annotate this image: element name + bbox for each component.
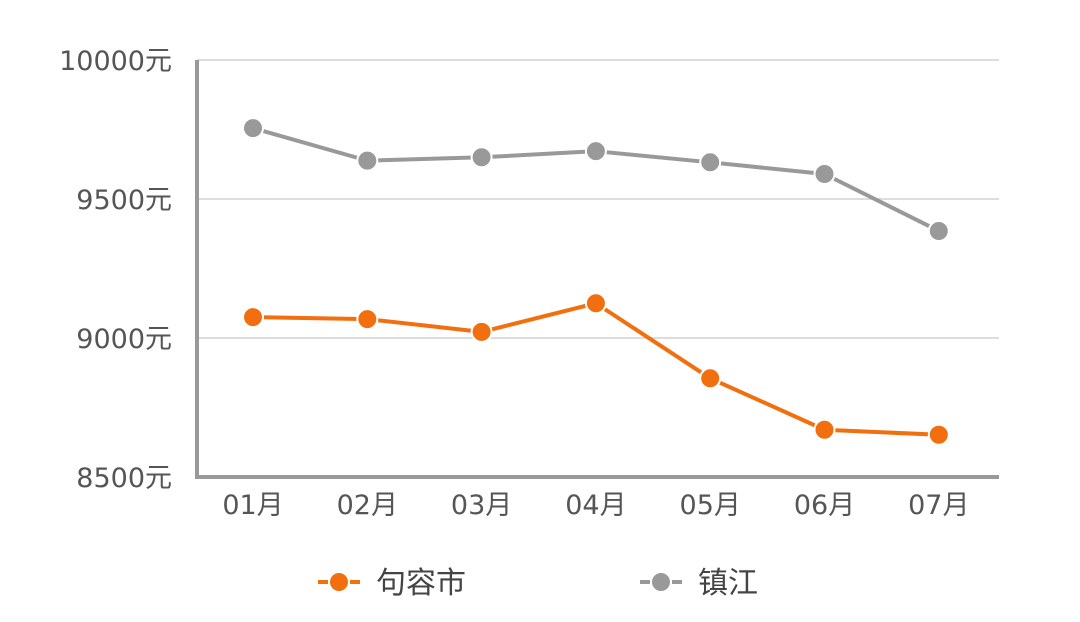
series-line	[252, 301, 939, 437]
x-tick-label: 04月	[565, 490, 626, 521]
series	[242, 117, 950, 446]
data-point	[356, 308, 379, 331]
legend-label: 镇江	[698, 566, 758, 601]
data-point	[470, 146, 493, 169]
y-tick-label: 8500元	[76, 463, 172, 494]
data-point	[813, 418, 836, 441]
data-point	[242, 306, 264, 329]
data-point	[699, 367, 722, 390]
y-tick-label: 10000元	[59, 46, 172, 77]
data-point	[813, 162, 836, 185]
x-tick-label: 07月	[908, 490, 969, 521]
x-tick-labels: 01月 02月 03月 04月 05月 06月 07月	[222, 490, 969, 521]
y-tick-labels: 8500元 9000元 9500元 10000元	[59, 46, 172, 494]
data-point	[699, 151, 722, 174]
data-point	[584, 292, 607, 315]
y-tick-label: 9000元	[76, 324, 172, 355]
legend-item: 镇江	[640, 566, 758, 601]
data-point	[470, 320, 493, 343]
legend-label: 句容市	[376, 566, 466, 601]
data-point	[927, 219, 950, 242]
y-tick-label: 9500元	[76, 185, 172, 216]
series-0	[242, 292, 950, 446]
series-1	[242, 117, 950, 242]
legend-swatch-marker	[328, 571, 350, 593]
axes	[195, 60, 999, 479]
legend-swatch-marker	[650, 571, 672, 593]
grid-lines	[197, 59, 999, 339]
legend-item: 句容市	[318, 566, 466, 601]
legend: 句容市 镇江	[318, 566, 758, 601]
data-point	[584, 140, 607, 163]
data-point	[242, 117, 264, 140]
data-point	[927, 423, 950, 446]
x-tick-label: 02月	[337, 490, 398, 521]
x-tick-label: 03月	[451, 490, 512, 521]
x-tick-label: 06月	[794, 490, 855, 521]
x-tick-label: 05月	[680, 490, 741, 521]
data-point	[356, 149, 379, 172]
x-tick-label: 01月	[222, 490, 283, 521]
